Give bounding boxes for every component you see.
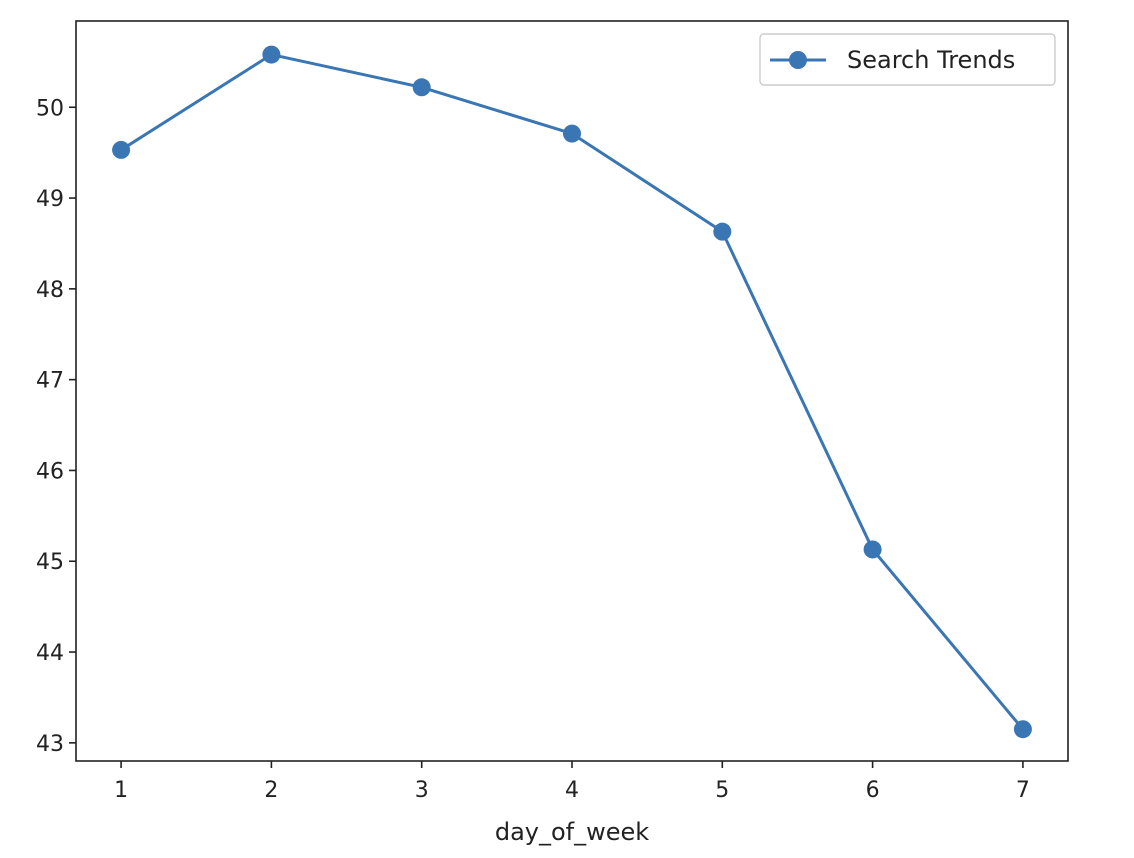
x-axis-label: day_of_week xyxy=(495,818,649,846)
y-tick-label: 45 xyxy=(36,550,64,575)
data-point xyxy=(412,78,431,97)
x-tick-label: 1 xyxy=(114,778,128,803)
x-axis: 1 2 3 4 5 6 7 xyxy=(114,761,1030,803)
x-tick-label: 3 xyxy=(415,778,429,803)
series-layer xyxy=(112,45,1032,739)
data-point xyxy=(713,222,732,241)
data-point xyxy=(112,140,131,159)
legend-frame xyxy=(759,33,1056,86)
x-tick-label: 7 xyxy=(1016,778,1030,803)
data-point xyxy=(262,45,281,64)
y-tick-label: 46 xyxy=(36,459,64,484)
x-tick-label: 6 xyxy=(866,778,880,803)
series-line xyxy=(120,53,1025,731)
x-tick-label: 5 xyxy=(715,778,729,803)
y-tick-label: 44 xyxy=(36,641,64,666)
y-tick-label: 49 xyxy=(36,187,64,212)
legend: Search Trends xyxy=(759,33,1056,86)
y-tick-label: 48 xyxy=(36,278,64,303)
y-tick-label: 47 xyxy=(36,369,64,394)
legend-label: Search Trends xyxy=(847,46,1015,74)
data-point xyxy=(863,540,882,559)
y-tick-label: 50 xyxy=(36,96,64,121)
data-point xyxy=(1013,720,1032,739)
data-point xyxy=(563,124,581,143)
x-tick-label: 4 xyxy=(565,778,579,803)
y-tick-label: 43 xyxy=(36,732,64,757)
y-axis: 43 44 45 46 47 48 49 50 xyxy=(36,96,76,757)
x-tick-label: 2 xyxy=(264,778,278,803)
legend-marker-swatch xyxy=(789,51,807,69)
